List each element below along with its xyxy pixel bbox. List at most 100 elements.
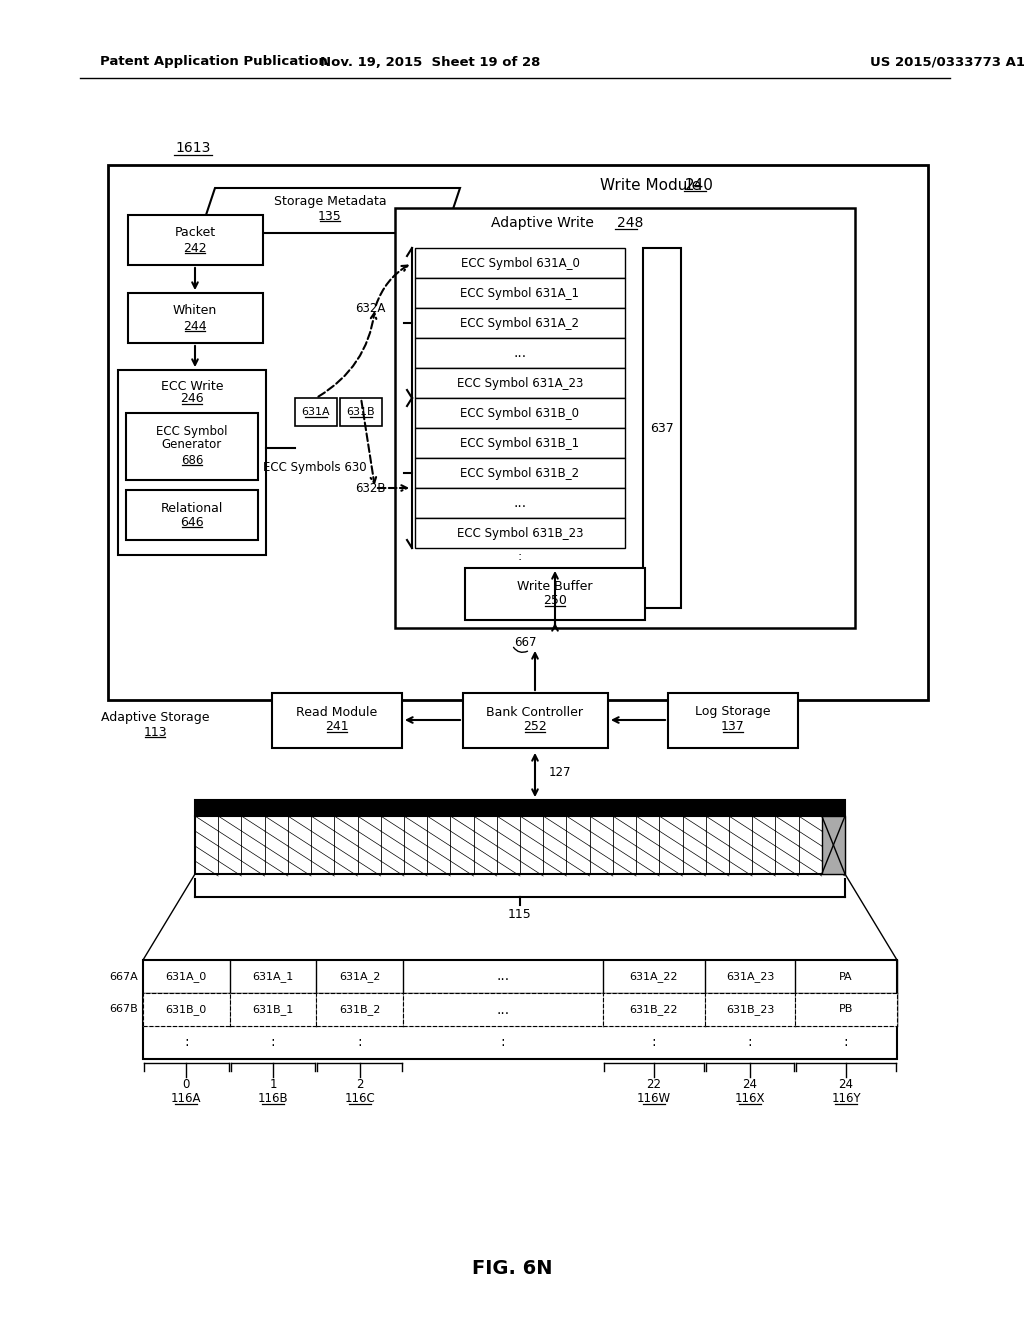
Text: Storage Metadata: Storage Metadata bbox=[273, 195, 386, 209]
Bar bbox=[229, 993, 316, 1026]
Text: 631B_22: 631B_22 bbox=[630, 1005, 678, 1015]
Text: 116X: 116X bbox=[735, 1093, 765, 1106]
Bar bbox=[822, 816, 845, 874]
Text: 244: 244 bbox=[183, 319, 207, 333]
Text: :: : bbox=[748, 1035, 753, 1049]
Bar bbox=[128, 215, 263, 265]
Bar bbox=[705, 993, 796, 1026]
Bar bbox=[195, 816, 845, 874]
Text: 0: 0 bbox=[182, 1078, 190, 1092]
Text: 116W: 116W bbox=[637, 1093, 671, 1106]
Text: :: : bbox=[184, 1035, 188, 1049]
Bar bbox=[295, 399, 337, 426]
Text: Generator: Generator bbox=[162, 438, 222, 451]
Text: ECC Symbol 631A_23: ECC Symbol 631A_23 bbox=[457, 376, 584, 389]
Text: Log Storage: Log Storage bbox=[695, 705, 771, 718]
Polygon shape bbox=[200, 187, 460, 234]
Text: 646: 646 bbox=[180, 516, 204, 528]
Text: ECC Symbol 631A_2: ECC Symbol 631A_2 bbox=[461, 317, 580, 330]
Text: 250: 250 bbox=[543, 594, 567, 607]
Bar bbox=[463, 693, 608, 748]
Text: Adaptive Write: Adaptive Write bbox=[492, 216, 599, 230]
Text: 113: 113 bbox=[143, 726, 167, 738]
Text: 631A: 631A bbox=[302, 407, 331, 417]
Text: PB: PB bbox=[839, 1005, 853, 1015]
Text: 631A_0: 631A_0 bbox=[166, 972, 207, 982]
Bar bbox=[643, 248, 681, 609]
Bar bbox=[415, 488, 625, 517]
Text: 631A_23: 631A_23 bbox=[726, 972, 774, 982]
Text: 248: 248 bbox=[617, 216, 643, 230]
Text: ECC Symbol 631B_23: ECC Symbol 631B_23 bbox=[457, 527, 584, 540]
Text: ECC Symbol: ECC Symbol bbox=[157, 425, 227, 438]
Text: ECC Symbol 631A_1: ECC Symbol 631A_1 bbox=[461, 286, 580, 300]
Text: 252: 252 bbox=[523, 721, 547, 734]
Text: 137: 137 bbox=[721, 721, 744, 734]
Text: :: : bbox=[844, 1035, 849, 1049]
Text: 667A: 667A bbox=[110, 972, 138, 982]
Text: :: : bbox=[270, 1035, 275, 1049]
Bar bbox=[395, 209, 855, 628]
Bar bbox=[796, 993, 897, 1026]
Text: Write Buffer: Write Buffer bbox=[517, 579, 593, 593]
Text: 632A: 632A bbox=[355, 301, 386, 314]
Text: ECC Write: ECC Write bbox=[161, 380, 223, 392]
Text: Patent Application Publication: Patent Application Publication bbox=[100, 55, 328, 69]
Bar bbox=[272, 693, 402, 748]
Text: FIG. 6N: FIG. 6N bbox=[472, 1258, 552, 1278]
Text: :: : bbox=[518, 549, 522, 562]
Text: Nov. 19, 2015  Sheet 19 of 28: Nov. 19, 2015 Sheet 19 of 28 bbox=[319, 55, 541, 69]
Text: 2: 2 bbox=[356, 1078, 364, 1092]
Text: 667B: 667B bbox=[110, 1005, 138, 1015]
Bar bbox=[668, 693, 798, 748]
Bar bbox=[108, 165, 928, 700]
Text: 115: 115 bbox=[508, 908, 531, 921]
Bar bbox=[465, 568, 645, 620]
Text: 240: 240 bbox=[685, 177, 714, 193]
Text: 127: 127 bbox=[549, 767, 571, 780]
Bar bbox=[415, 308, 625, 338]
Text: 631B_1: 631B_1 bbox=[253, 1005, 294, 1015]
Text: 631A_1: 631A_1 bbox=[253, 972, 294, 982]
Bar bbox=[403, 993, 603, 1026]
Text: 686: 686 bbox=[181, 454, 203, 466]
Text: Write Module: Write Module bbox=[600, 177, 706, 193]
Bar bbox=[128, 293, 263, 343]
Bar bbox=[126, 413, 258, 480]
Text: Bank Controller: Bank Controller bbox=[486, 705, 584, 718]
Bar bbox=[415, 279, 625, 308]
Text: 241: 241 bbox=[326, 721, 349, 734]
Text: Adaptive Storage: Adaptive Storage bbox=[100, 711, 209, 725]
Text: 631B_0: 631B_0 bbox=[166, 1005, 207, 1015]
Bar bbox=[415, 428, 625, 458]
Bar bbox=[603, 993, 705, 1026]
Text: 116B: 116B bbox=[258, 1093, 289, 1106]
Text: 632B: 632B bbox=[355, 482, 386, 495]
Bar bbox=[143, 960, 897, 1059]
Bar bbox=[415, 368, 625, 399]
Bar bbox=[143, 993, 229, 1026]
Text: 631A_22: 631A_22 bbox=[630, 972, 678, 982]
Text: :: : bbox=[357, 1035, 362, 1049]
Text: Relational: Relational bbox=[161, 502, 223, 515]
Text: 116Y: 116Y bbox=[831, 1093, 861, 1106]
Bar bbox=[415, 458, 625, 488]
Text: 637: 637 bbox=[650, 421, 674, 434]
Text: ...: ... bbox=[513, 496, 526, 510]
Text: 1613: 1613 bbox=[175, 141, 210, 154]
Text: 242: 242 bbox=[183, 242, 207, 255]
Text: ...: ... bbox=[497, 969, 510, 983]
Text: US 2015/0333773 A1: US 2015/0333773 A1 bbox=[870, 55, 1024, 69]
Text: :: : bbox=[651, 1035, 656, 1049]
Text: 116A: 116A bbox=[171, 1093, 202, 1106]
Text: Whiten: Whiten bbox=[173, 305, 217, 318]
Text: ...: ... bbox=[497, 1002, 510, 1016]
Text: 246: 246 bbox=[180, 392, 204, 405]
Text: 135: 135 bbox=[318, 210, 342, 223]
Bar bbox=[340, 399, 382, 426]
Bar bbox=[415, 517, 625, 548]
Text: PA: PA bbox=[840, 972, 853, 982]
Bar bbox=[316, 993, 403, 1026]
Text: 22: 22 bbox=[646, 1078, 662, 1092]
Text: ECC Symbol 631B_0: ECC Symbol 631B_0 bbox=[461, 407, 580, 420]
